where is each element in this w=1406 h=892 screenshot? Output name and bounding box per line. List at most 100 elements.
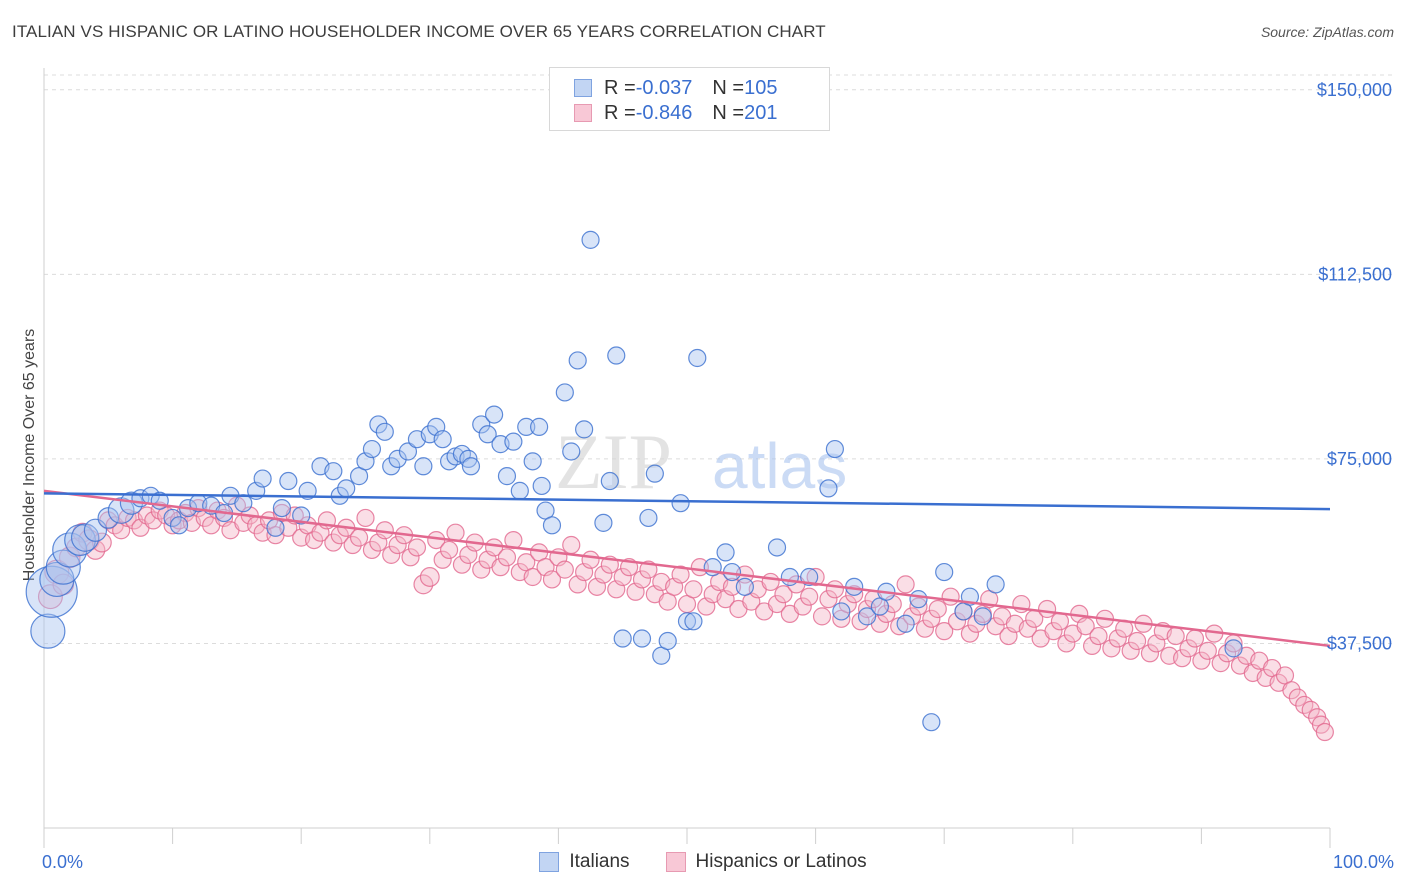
y-tick-label: $112,500: [1318, 264, 1392, 284]
italian-point: [433, 430, 452, 449]
italian-point: [555, 383, 574, 402]
axes: [43, 68, 1331, 848]
hispanic-point: [1102, 639, 1121, 658]
italian-point: [485, 405, 504, 424]
watermark-atlas: atlas: [712, 430, 847, 502]
x-tick-label-max: 100.0%: [1332, 852, 1394, 872]
italian-point: [986, 575, 1005, 594]
hispanic-point: [1185, 629, 1205, 648]
italian-point: [542, 516, 562, 535]
italian-point: [532, 476, 551, 496]
hispanic-point: [1166, 626, 1185, 646]
hispanic-point: [1121, 641, 1140, 660]
hispanic-point: [343, 535, 362, 555]
hispanic-point: [388, 535, 407, 555]
hispanic-point: [324, 533, 343, 552]
grid-lines: [44, 74, 1392, 644]
hispanic-point: [928, 599, 947, 619]
italian-point: [459, 449, 478, 468]
italian-point: [70, 523, 100, 552]
italian-point: [279, 471, 298, 491]
hispanic-point: [555, 560, 574, 579]
hispanic-point: [1037, 599, 1057, 619]
hispanic-point: [1076, 617, 1095, 636]
hispanic-point: [349, 528, 369, 547]
hispanic-point: [1018, 619, 1037, 638]
legend-r-value: -0.846: [635, 101, 693, 124]
hispanic-point: [909, 597, 928, 616]
italian-point: [658, 631, 677, 651]
italian-point: [362, 439, 382, 459]
hispanic-point: [1108, 629, 1127, 648]
hispanic-point: [819, 590, 838, 609]
italian-point: [25, 565, 78, 618]
y-tick-label: $75,000: [1327, 449, 1392, 469]
hispanic-point: [1288, 688, 1307, 707]
source-label: Source: ZipAtlas.com: [1260, 24, 1394, 40]
italian-point: [671, 494, 690, 513]
y-tick-labels: $150,000 $112,500 $75,000 $37,500: [1317, 80, 1392, 654]
hispanic-point: [825, 580, 844, 599]
italian-point: [52, 532, 88, 568]
italian-point: [510, 481, 529, 500]
hispanic-point: [671, 565, 690, 584]
legend-item-italians: Italians: [539, 851, 630, 873]
y-tick-label: $150,000: [1317, 80, 1392, 100]
legend-n-label: N =: [712, 101, 745, 124]
italian-point: [298, 481, 317, 500]
hispanic-point: [896, 575, 915, 594]
correlation-legend: R = -0.037 N = 105 R = -0.846 N = 201: [549, 67, 830, 131]
legend-item-hispanics: Hispanics or Latinos: [665, 851, 867, 873]
hispanic-point: [774, 585, 793, 604]
italian-point: [581, 230, 600, 249]
legend-r-label: R =: [604, 101, 636, 124]
italian-point: [780, 567, 799, 587]
hispanic-point: [407, 538, 427, 557]
italian-point: [825, 439, 844, 459]
italian-point: [857, 607, 877, 626]
legend-row-hispanics: R = -0.846 N = 201: [574, 101, 777, 125]
hispanic-point: [433, 550, 452, 569]
italian-point: [292, 506, 311, 525]
hispanic-point: [1282, 681, 1301, 700]
italian-point: [414, 457, 433, 476]
italian-point: [613, 629, 632, 648]
hispanic-point: [581, 550, 600, 569]
hispanic-point: [485, 538, 504, 557]
trend-lines: [43, 489, 1331, 648]
legend-row-italians: R = -0.037 N = 105: [574, 76, 777, 100]
italian-point: [575, 420, 594, 439]
hispanic-point: [767, 594, 787, 614]
italian-point: [39, 561, 75, 598]
hispanic-point: [960, 624, 980, 643]
italian-point: [517, 417, 536, 436]
italian-point: [562, 442, 581, 461]
legend-swatch-blue: [574, 79, 592, 97]
hispanic-point: [472, 560, 491, 579]
watermark-zip: ZIP: [555, 418, 672, 505]
italian-point: [472, 415, 491, 434]
hispanic-point: [967, 614, 986, 633]
italian-point: [600, 471, 619, 491]
hispanic-point: [632, 570, 652, 589]
hispanic-point: [304, 530, 324, 550]
hispanic-point: [542, 570, 562, 589]
hispanic-point: [497, 548, 517, 567]
y-tick-label: $37,500: [1327, 633, 1392, 653]
hispanic-point: [1140, 644, 1160, 663]
hispanic-point: [812, 607, 832, 626]
x-tick-label-min: 0.0%: [42, 852, 84, 872]
hispanic-point: [1315, 722, 1334, 742]
watermark: ZIP atlas: [555, 418, 847, 505]
hispanic-point: [806, 567, 825, 587]
italian-point: [530, 417, 549, 436]
hispanic-point: [877, 604, 896, 624]
italian-point: [716, 543, 735, 562]
hispanic-point: [793, 597, 812, 616]
italian-point: [594, 513, 613, 532]
hispanic-point: [1057, 634, 1076, 653]
legend-n-label: N =: [712, 76, 745, 99]
italian-point: [382, 457, 401, 476]
hispanic-point: [401, 548, 420, 567]
